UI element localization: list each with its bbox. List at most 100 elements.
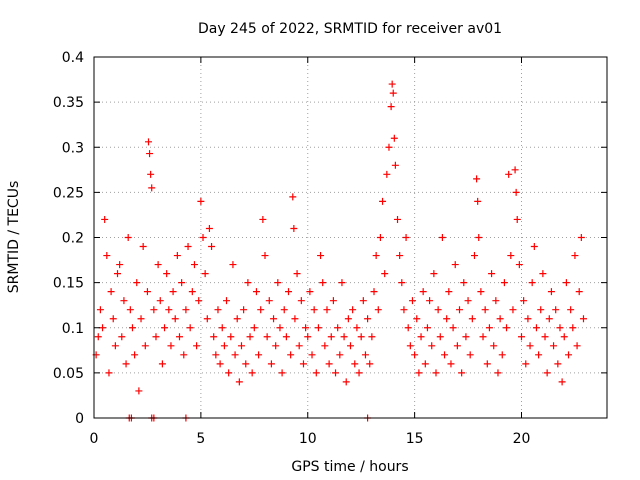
data-point — [565, 351, 573, 359]
data-point — [430, 270, 438, 278]
data-point — [184, 243, 192, 251]
data-point — [366, 360, 374, 368]
data-point — [488, 270, 496, 278]
data-points — [92, 80, 587, 422]
data-point — [460, 279, 468, 287]
data-point — [470, 252, 478, 260]
y-tick-label: 0 — [75, 411, 84, 427]
x-tick-label: 15 — [406, 431, 424, 447]
data-point — [116, 261, 124, 269]
data-point — [528, 279, 536, 287]
data-point — [577, 234, 585, 241]
data-point — [280, 306, 288, 314]
data-point — [220, 342, 228, 350]
y-tick-label: 0.05 — [53, 366, 84, 382]
data-point — [190, 261, 198, 269]
data-point — [244, 279, 252, 287]
data-point — [357, 333, 365, 341]
data-point — [539, 270, 547, 278]
data-point — [308, 351, 316, 359]
data-point — [135, 387, 143, 395]
data-point — [120, 297, 128, 305]
x-axis-ticks: 0 5 10 15 20 — [90, 57, 531, 447]
data-point — [176, 333, 183, 341]
data-point — [101, 215, 109, 223]
data-point — [443, 315, 451, 323]
data-point — [575, 288, 583, 296]
data-point — [96, 306, 104, 314]
data-point — [404, 324, 412, 332]
data-point — [512, 188, 520, 196]
data-point — [370, 288, 378, 296]
data-point — [334, 324, 342, 332]
data-point — [208, 243, 216, 251]
data-point — [237, 342, 245, 350]
data-point — [496, 315, 504, 323]
data-point — [122, 360, 130, 368]
data-point — [524, 315, 532, 323]
data-point — [338, 279, 346, 287]
data-point — [291, 315, 299, 323]
x-tick-label: 20 — [513, 431, 531, 447]
data-point — [336, 351, 344, 359]
data-point — [169, 288, 177, 296]
data-point — [347, 342, 354, 350]
chart-title: Day 245 of 2022, SRMTID for receiver av0… — [198, 21, 502, 37]
data-point — [323, 306, 331, 314]
data-point — [507, 252, 515, 260]
data-point — [154, 261, 162, 269]
data-point — [511, 166, 519, 174]
data-point — [299, 360, 307, 368]
data-point — [400, 306, 408, 314]
data-point — [163, 270, 171, 278]
data-point — [426, 297, 434, 305]
data-point — [161, 324, 169, 332]
data-point — [342, 378, 350, 386]
data-point — [133, 279, 141, 287]
data-point — [103, 252, 111, 260]
data-point — [188, 288, 196, 296]
data-point — [312, 369, 320, 377]
data-point — [353, 324, 361, 332]
data-point — [537, 306, 545, 314]
data-point — [156, 297, 164, 305]
data-point — [385, 143, 393, 151]
data-point — [509, 306, 517, 314]
data-point — [94, 333, 102, 341]
data-point — [289, 193, 297, 201]
data-point — [361, 351, 369, 359]
data-point — [453, 342, 461, 350]
y-tick-label: 0.15 — [53, 276, 84, 292]
data-point — [263, 333, 271, 341]
data-point — [240, 306, 248, 314]
data-point — [518, 333, 525, 341]
data-point — [109, 315, 117, 323]
data-point — [180, 351, 188, 359]
data-point — [349, 306, 357, 314]
data-point — [210, 333, 218, 341]
data-point — [434, 306, 442, 314]
data-point — [522, 360, 530, 368]
data-point — [252, 288, 260, 296]
data-point — [150, 306, 158, 314]
data-point — [114, 270, 122, 278]
data-point — [107, 288, 115, 296]
data-point — [178, 279, 186, 287]
data-point — [372, 252, 380, 260]
data-point — [147, 170, 155, 178]
data-point — [199, 234, 207, 241]
data-point — [535, 351, 543, 359]
data-point — [449, 324, 457, 332]
data-point — [118, 333, 126, 341]
data-point — [368, 333, 376, 341]
data-point — [344, 315, 352, 323]
data-point — [543, 369, 551, 377]
data-point — [479, 333, 487, 341]
data-point — [474, 197, 482, 205]
data-point — [569, 324, 577, 332]
x-tick-label: 5 — [196, 431, 205, 447]
data-point — [579, 315, 587, 323]
data-point — [541, 333, 549, 341]
y-tick-label: 0.3 — [62, 140, 84, 156]
data-point — [267, 360, 275, 368]
